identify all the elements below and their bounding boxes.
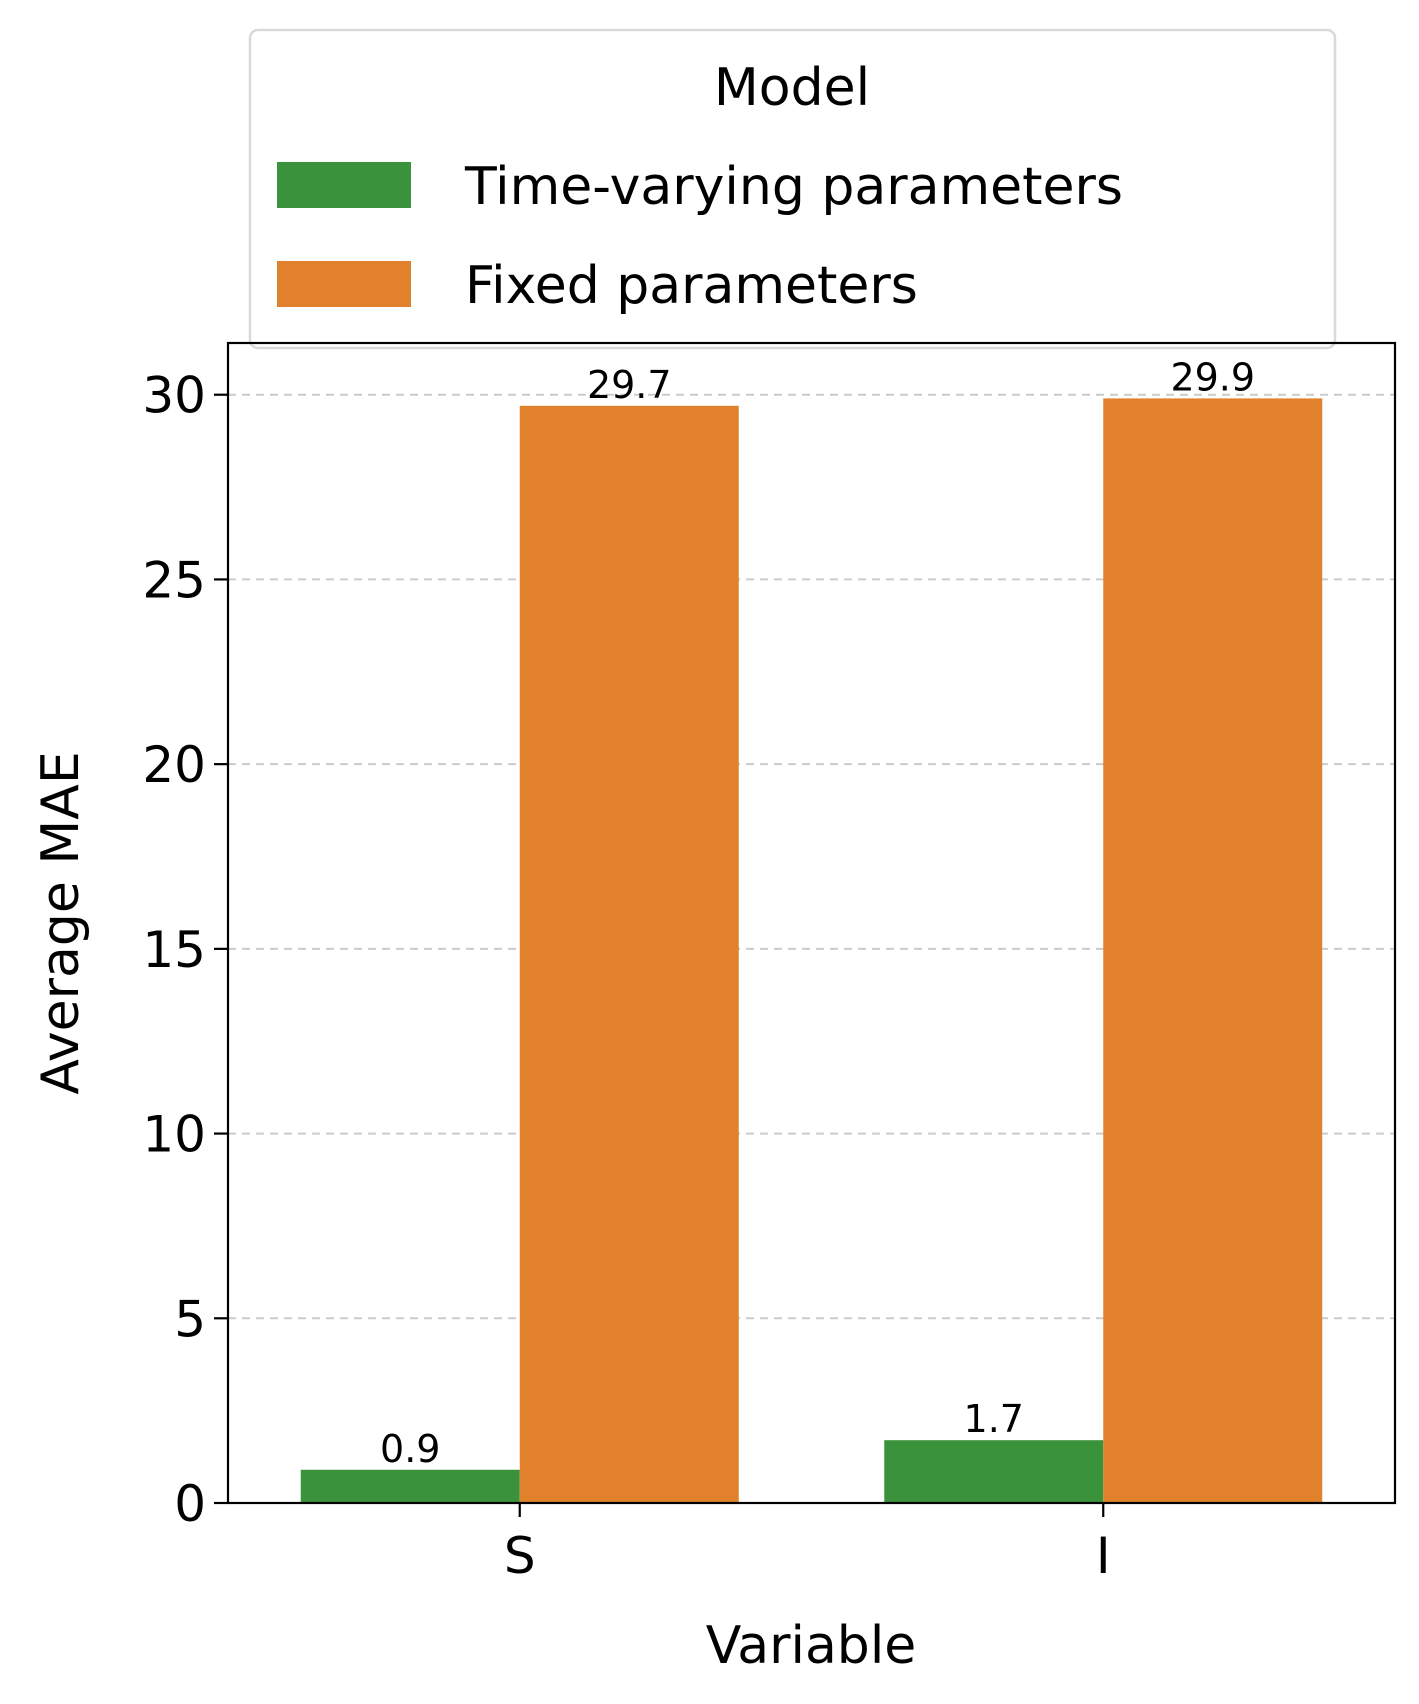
y-tick-label: 20	[142, 736, 206, 794]
bar-value-label: 0.9	[380, 1427, 440, 1471]
y-tick-label: 0	[174, 1475, 206, 1533]
y-tick-label: 25	[142, 551, 206, 609]
bar	[519, 405, 739, 1504]
y-tick-label: 10	[142, 1106, 206, 1164]
bars	[300, 398, 1323, 1504]
x-tick-label: S	[504, 1527, 536, 1585]
y-axis: 0 5 10 15 20 25 30	[142, 367, 228, 1533]
y-tick-label: 5	[174, 1290, 206, 1348]
bar-value-label: 29.7	[587, 363, 672, 407]
legend-label-time-varying: Time-varying parameters	[464, 157, 1123, 217]
plot-frame	[226, 341, 1397, 1505]
legend-box	[248, 28, 1337, 350]
bar-labels: 0.9 29.7 1.7 29.9	[380, 355, 1255, 1470]
x-axis-label: Variable	[706, 1616, 917, 1676]
x-tick-label: I	[1096, 1527, 1111, 1585]
legend-swatch-time-varying	[277, 162, 411, 208]
y-tick-label: 30	[142, 367, 206, 425]
y-tick-label: 15	[142, 921, 206, 979]
legend-label-fixed: Fixed parameters	[465, 256, 918, 316]
bar	[1103, 398, 1323, 1503]
legend: Model Time-varying parameters Fixed para…	[248, 28, 1337, 350]
legend-swatch-fixed	[277, 261, 411, 307]
legend-title: Model	[714, 58, 870, 118]
bar-value-label: 1.7	[964, 1397, 1024, 1441]
bar	[300, 1469, 520, 1503]
y-axis-label: Average MAE	[31, 751, 91, 1094]
bar-value-label: 29.9	[1170, 355, 1255, 399]
bar	[884, 1440, 1104, 1503]
